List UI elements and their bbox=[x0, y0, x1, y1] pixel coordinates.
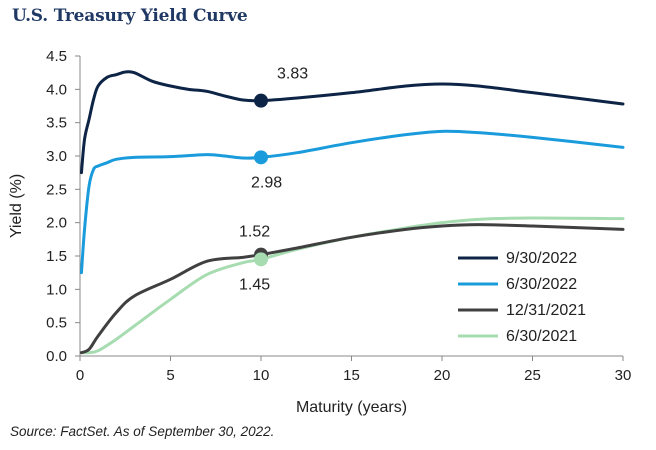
x-tick-label: 15 bbox=[343, 367, 360, 384]
x-tick-label: 5 bbox=[166, 367, 174, 384]
data-label-9-30-2022: 3.83 bbox=[277, 66, 308, 83]
legend-label-9-30-2022: 9/30/2022 bbox=[506, 250, 577, 267]
y-tick-label: 3.5 bbox=[46, 115, 67, 132]
marker-6-30-2022 bbox=[254, 150, 268, 165]
marker-9-30-2022 bbox=[254, 93, 268, 108]
x-axis-title: Maturity (years) bbox=[296, 399, 407, 416]
data-label-6-30-2022: 2.98 bbox=[251, 174, 282, 191]
series-line-12-31-2021 bbox=[79, 223, 625, 355]
axes: 0.0 0.5 1.0 1.5 2.0 2.5 3.0 3.5 4.0 4.5 0 5 10 15 20 25… bbox=[8, 48, 631, 416]
x-tick-label: 20 bbox=[434, 367, 451, 384]
y-tick-label: 2.5 bbox=[46, 181, 67, 198]
y-tick-label: 1.5 bbox=[46, 248, 67, 265]
y-tick-label: 3.0 bbox=[46, 148, 67, 165]
legend-label-6-30-2022: 6/30/2022 bbox=[506, 276, 577, 293]
series-line-6-30-2021 bbox=[79, 216, 625, 355]
legend: 9/30/2022 6/30/2022 12/31/2021 6/30/2021 bbox=[458, 250, 586, 345]
data-markers: 3.83 2.98 1.52 1.45 bbox=[239, 66, 308, 294]
x-tick-label: 0 bbox=[76, 367, 84, 384]
x-tick-label: 25 bbox=[524, 367, 541, 384]
y-tick-label: 0.0 bbox=[46, 348, 67, 365]
series-lines bbox=[79, 70, 625, 355]
series-line-6-30-2022 bbox=[79, 129, 625, 275]
y-tick-label: 0.5 bbox=[46, 315, 67, 332]
y-tick-label: 4.5 bbox=[46, 48, 67, 65]
data-label-6-30-2021: 1.45 bbox=[239, 276, 270, 293]
series-line-9-30-2022 bbox=[79, 70, 625, 175]
y-tick-label: 1.0 bbox=[46, 281, 67, 298]
legend-label-6-30-2021: 6/30/2021 bbox=[506, 328, 577, 345]
x-tick-label: 10 bbox=[253, 367, 270, 384]
marker-6-30-2021 bbox=[254, 252, 268, 267]
y-tick-label: 2.0 bbox=[46, 215, 67, 232]
x-tick-label: 30 bbox=[615, 367, 632, 384]
chart-title: U.S. Treasury Yield Curve bbox=[12, 6, 248, 26]
legend-label-12-31-2021: 12/31/2021 bbox=[506, 302, 586, 319]
data-label-12-31-2021: 1.52 bbox=[239, 224, 270, 241]
y-tick-label: 4.0 bbox=[46, 81, 67, 98]
source-note: Source: FactSet. As of September 30, 202… bbox=[10, 424, 275, 439]
y-axis-title: Yield (%) bbox=[8, 174, 25, 238]
